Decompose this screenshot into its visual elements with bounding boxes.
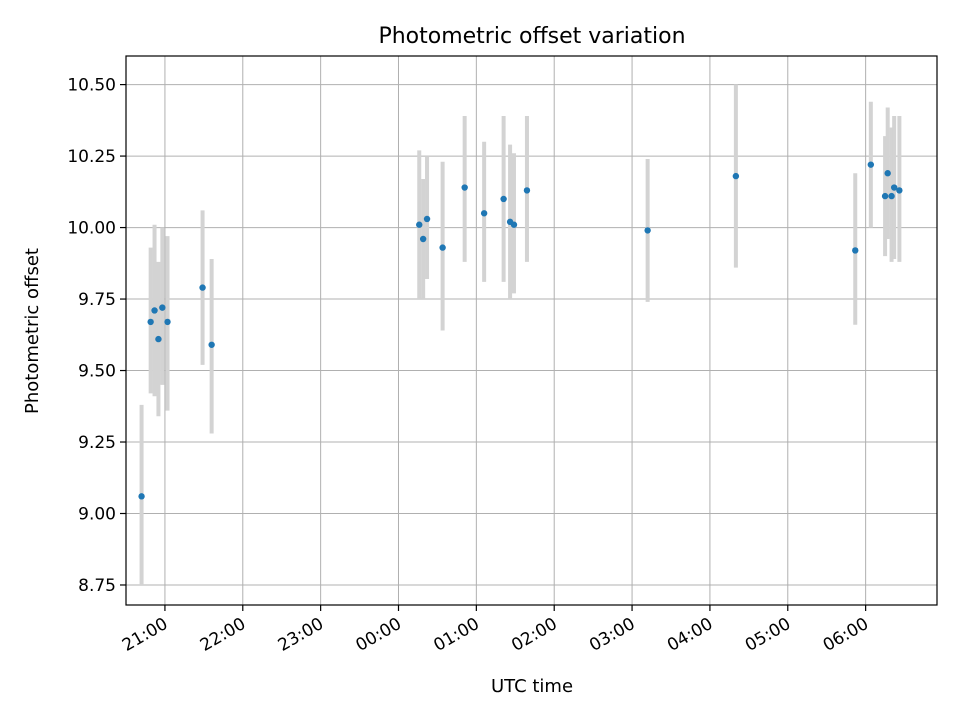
data-point xyxy=(199,284,206,291)
data-point xyxy=(147,318,154,326)
y-tick-label: 10.25 xyxy=(67,147,116,167)
data-point xyxy=(867,161,875,168)
data-point xyxy=(732,172,740,180)
data-point xyxy=(852,247,859,254)
data-point xyxy=(890,184,898,191)
data-point xyxy=(888,192,895,200)
y-tick-label: 9.25 xyxy=(78,433,116,453)
data-point xyxy=(881,192,889,200)
data-point xyxy=(500,195,507,203)
data-point xyxy=(208,341,215,348)
data-point xyxy=(151,307,158,314)
y-tick-label: 9.00 xyxy=(78,505,116,525)
x-axis-label: UTC time xyxy=(491,676,573,697)
data-point xyxy=(461,184,468,191)
data-point xyxy=(480,210,488,217)
data-point xyxy=(416,221,423,228)
y-tick-label: 9.75 xyxy=(78,290,116,310)
data-point xyxy=(644,227,651,234)
data-point xyxy=(896,187,903,194)
y-tick-label: 10.00 xyxy=(67,219,116,239)
data-point xyxy=(423,215,431,223)
chart-title: Photometric offset variation xyxy=(378,24,685,49)
data-point xyxy=(523,187,531,194)
data-point xyxy=(419,235,427,243)
data-points xyxy=(138,161,903,500)
data-point xyxy=(164,318,171,326)
y-axis-label: Photometric offset xyxy=(22,248,43,414)
data-point xyxy=(884,170,891,177)
grid-lines xyxy=(126,56,937,605)
data-point xyxy=(510,221,518,228)
y-tick-label: 8.75 xyxy=(78,576,116,596)
y-tick-label: 10.50 xyxy=(67,76,116,96)
plot-frame xyxy=(125,55,938,606)
y-tick-label: 9.50 xyxy=(78,362,116,382)
data-point xyxy=(155,335,162,343)
data-point xyxy=(439,244,446,251)
data-point xyxy=(159,304,166,311)
data-point xyxy=(138,493,145,500)
